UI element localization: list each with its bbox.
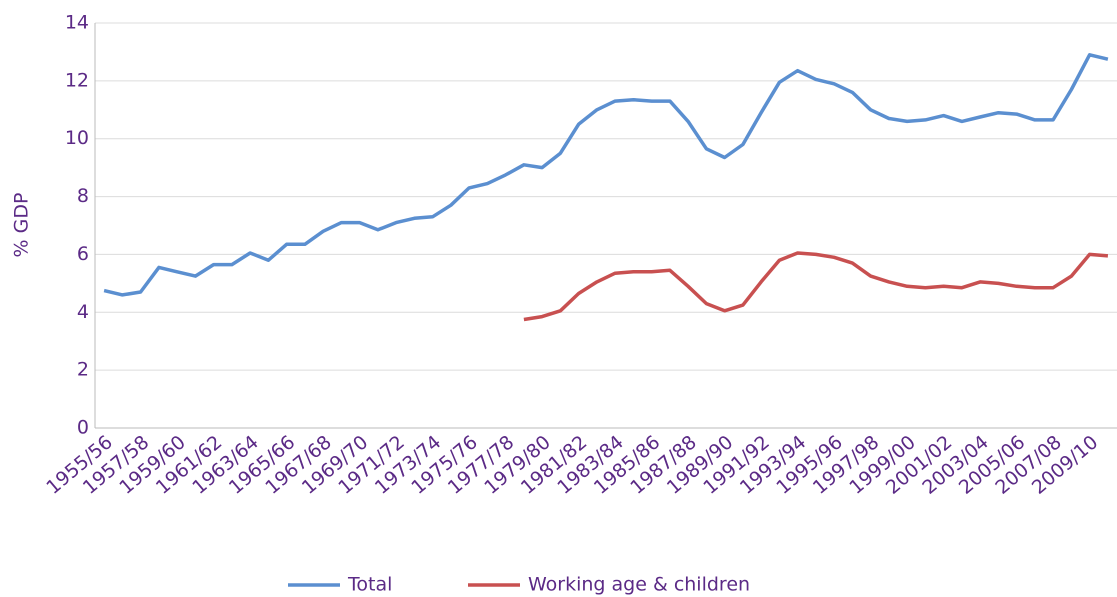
- line-series: [103, 53, 1109, 297]
- y-tick-label: 6: [77, 243, 89, 265]
- legend-label: Working age & children: [528, 574, 750, 596]
- y-axis-label: % GDP: [11, 193, 33, 258]
- legend-label: Total: [347, 574, 392, 596]
- y-tick-label: 12: [65, 69, 89, 91]
- y-tick-label: 14: [65, 12, 89, 34]
- y-tick-label: 0: [77, 417, 89, 439]
- y-tick-label: 10: [65, 127, 89, 149]
- y-tick-label: 4: [77, 301, 89, 323]
- line-series: [523, 251, 1109, 322]
- y-tick-label: 8: [77, 185, 89, 207]
- y-tick-label: 2: [77, 359, 89, 381]
